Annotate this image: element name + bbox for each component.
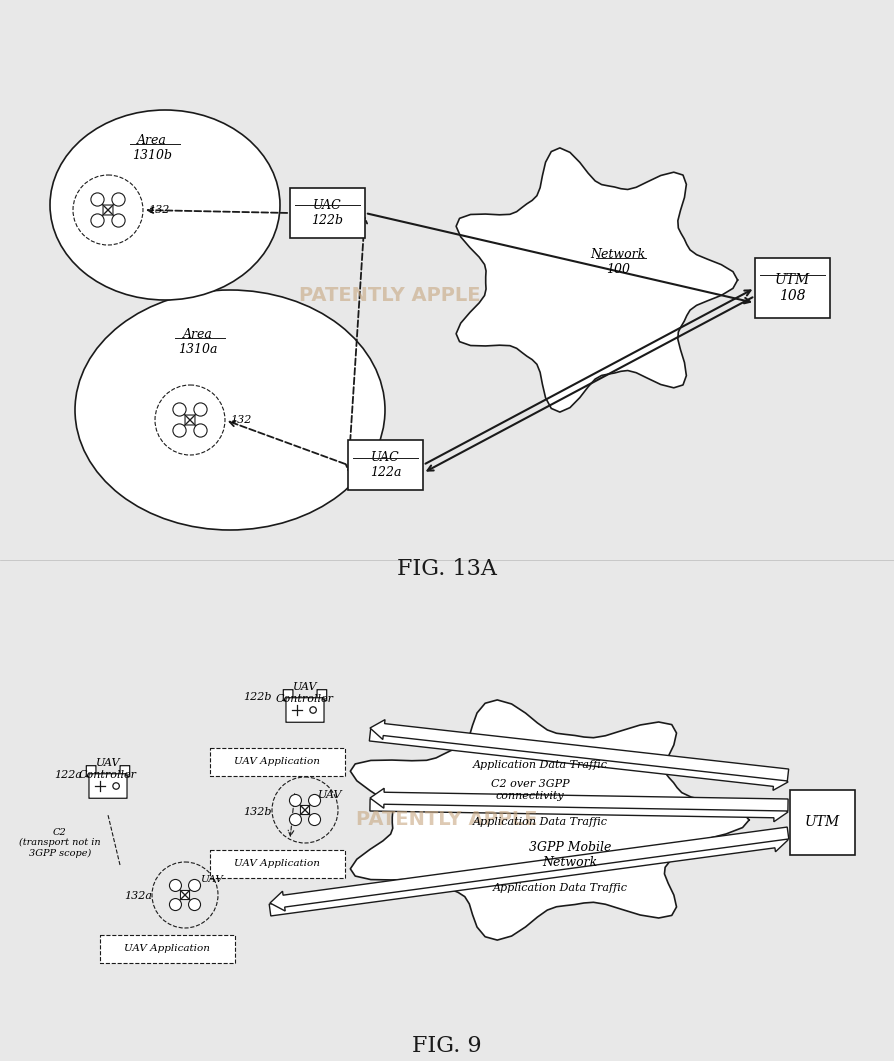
Circle shape xyxy=(112,193,125,206)
Text: UTM
108: UTM 108 xyxy=(774,273,809,303)
Text: C2
(transport not in
3GPP scope): C2 (transport not in 3GPP scope) xyxy=(19,828,101,858)
Circle shape xyxy=(289,814,301,825)
Polygon shape xyxy=(456,147,737,412)
Polygon shape xyxy=(369,729,787,790)
Circle shape xyxy=(309,707,316,713)
Circle shape xyxy=(189,899,200,910)
Circle shape xyxy=(173,424,186,437)
FancyBboxPatch shape xyxy=(103,205,113,215)
Text: Area
1310b: Area 1310b xyxy=(131,134,172,162)
Text: UAC
122b: UAC 122b xyxy=(311,199,343,227)
Text: UAV: UAV xyxy=(199,875,223,884)
Text: UAV
Controller: UAV Controller xyxy=(79,758,137,780)
Text: C2 over 3GPP
connectivity: C2 over 3GPP connectivity xyxy=(490,779,569,801)
Text: UTM: UTM xyxy=(804,816,839,830)
Text: Application Data Traffic: Application Data Traffic xyxy=(472,817,607,827)
Circle shape xyxy=(169,880,181,891)
Ellipse shape xyxy=(50,110,280,300)
Ellipse shape xyxy=(75,290,384,530)
Text: 122a: 122a xyxy=(54,770,82,780)
Bar xyxy=(348,440,423,490)
Bar xyxy=(290,188,365,238)
FancyBboxPatch shape xyxy=(210,748,344,776)
Text: Area
1310a: Area 1310a xyxy=(178,328,217,356)
FancyBboxPatch shape xyxy=(286,698,324,723)
Text: UAC
122a: UAC 122a xyxy=(369,451,401,479)
FancyBboxPatch shape xyxy=(316,690,326,700)
FancyBboxPatch shape xyxy=(300,805,309,815)
Text: UAV Application: UAV Application xyxy=(234,758,319,766)
Circle shape xyxy=(169,899,181,910)
Circle shape xyxy=(91,214,104,227)
Text: 132: 132 xyxy=(230,415,251,425)
FancyBboxPatch shape xyxy=(210,850,344,879)
Text: 122b: 122b xyxy=(243,692,272,702)
Text: PATENTLY APPLE: PATENTLY APPLE xyxy=(356,811,537,830)
FancyBboxPatch shape xyxy=(120,766,130,777)
Bar xyxy=(755,258,829,318)
Circle shape xyxy=(308,814,320,825)
Circle shape xyxy=(194,424,207,437)
Polygon shape xyxy=(270,828,788,911)
Text: PATENTLY APPLE: PATENTLY APPLE xyxy=(299,285,480,305)
Text: UAV Application: UAV Application xyxy=(124,944,210,954)
FancyBboxPatch shape xyxy=(86,766,96,777)
Text: Network
100: Network 100 xyxy=(590,248,645,276)
FancyBboxPatch shape xyxy=(283,690,292,700)
Text: Application Data Traffic: Application Data Traffic xyxy=(492,883,627,893)
Text: 132: 132 xyxy=(148,205,169,215)
Polygon shape xyxy=(369,788,788,811)
Bar xyxy=(789,790,854,855)
Text: UAV Application: UAV Application xyxy=(234,859,319,869)
Circle shape xyxy=(91,193,104,206)
Polygon shape xyxy=(369,719,788,781)
FancyBboxPatch shape xyxy=(181,890,190,900)
Text: FIG. 13A: FIG. 13A xyxy=(397,558,496,580)
Circle shape xyxy=(289,795,301,806)
Polygon shape xyxy=(369,799,787,822)
FancyBboxPatch shape xyxy=(89,773,127,798)
Text: UAV: UAV xyxy=(317,790,342,800)
Text: Application Data Traffic: Application Data Traffic xyxy=(472,760,607,770)
Circle shape xyxy=(189,880,200,891)
Text: 132b: 132b xyxy=(243,807,272,817)
Circle shape xyxy=(173,403,186,416)
Polygon shape xyxy=(350,700,748,940)
FancyBboxPatch shape xyxy=(100,935,235,963)
Text: UAV
Controller: UAV Controller xyxy=(275,682,333,703)
Polygon shape xyxy=(269,832,787,916)
FancyBboxPatch shape xyxy=(185,415,195,425)
Circle shape xyxy=(112,214,125,227)
Circle shape xyxy=(113,783,119,789)
Text: FIG. 9: FIG. 9 xyxy=(412,1034,481,1057)
Text: 132a: 132a xyxy=(124,891,152,901)
Circle shape xyxy=(308,795,320,806)
Text: 3GPP Mobile
Network: 3GPP Mobile Network xyxy=(528,841,611,869)
Circle shape xyxy=(194,403,207,416)
